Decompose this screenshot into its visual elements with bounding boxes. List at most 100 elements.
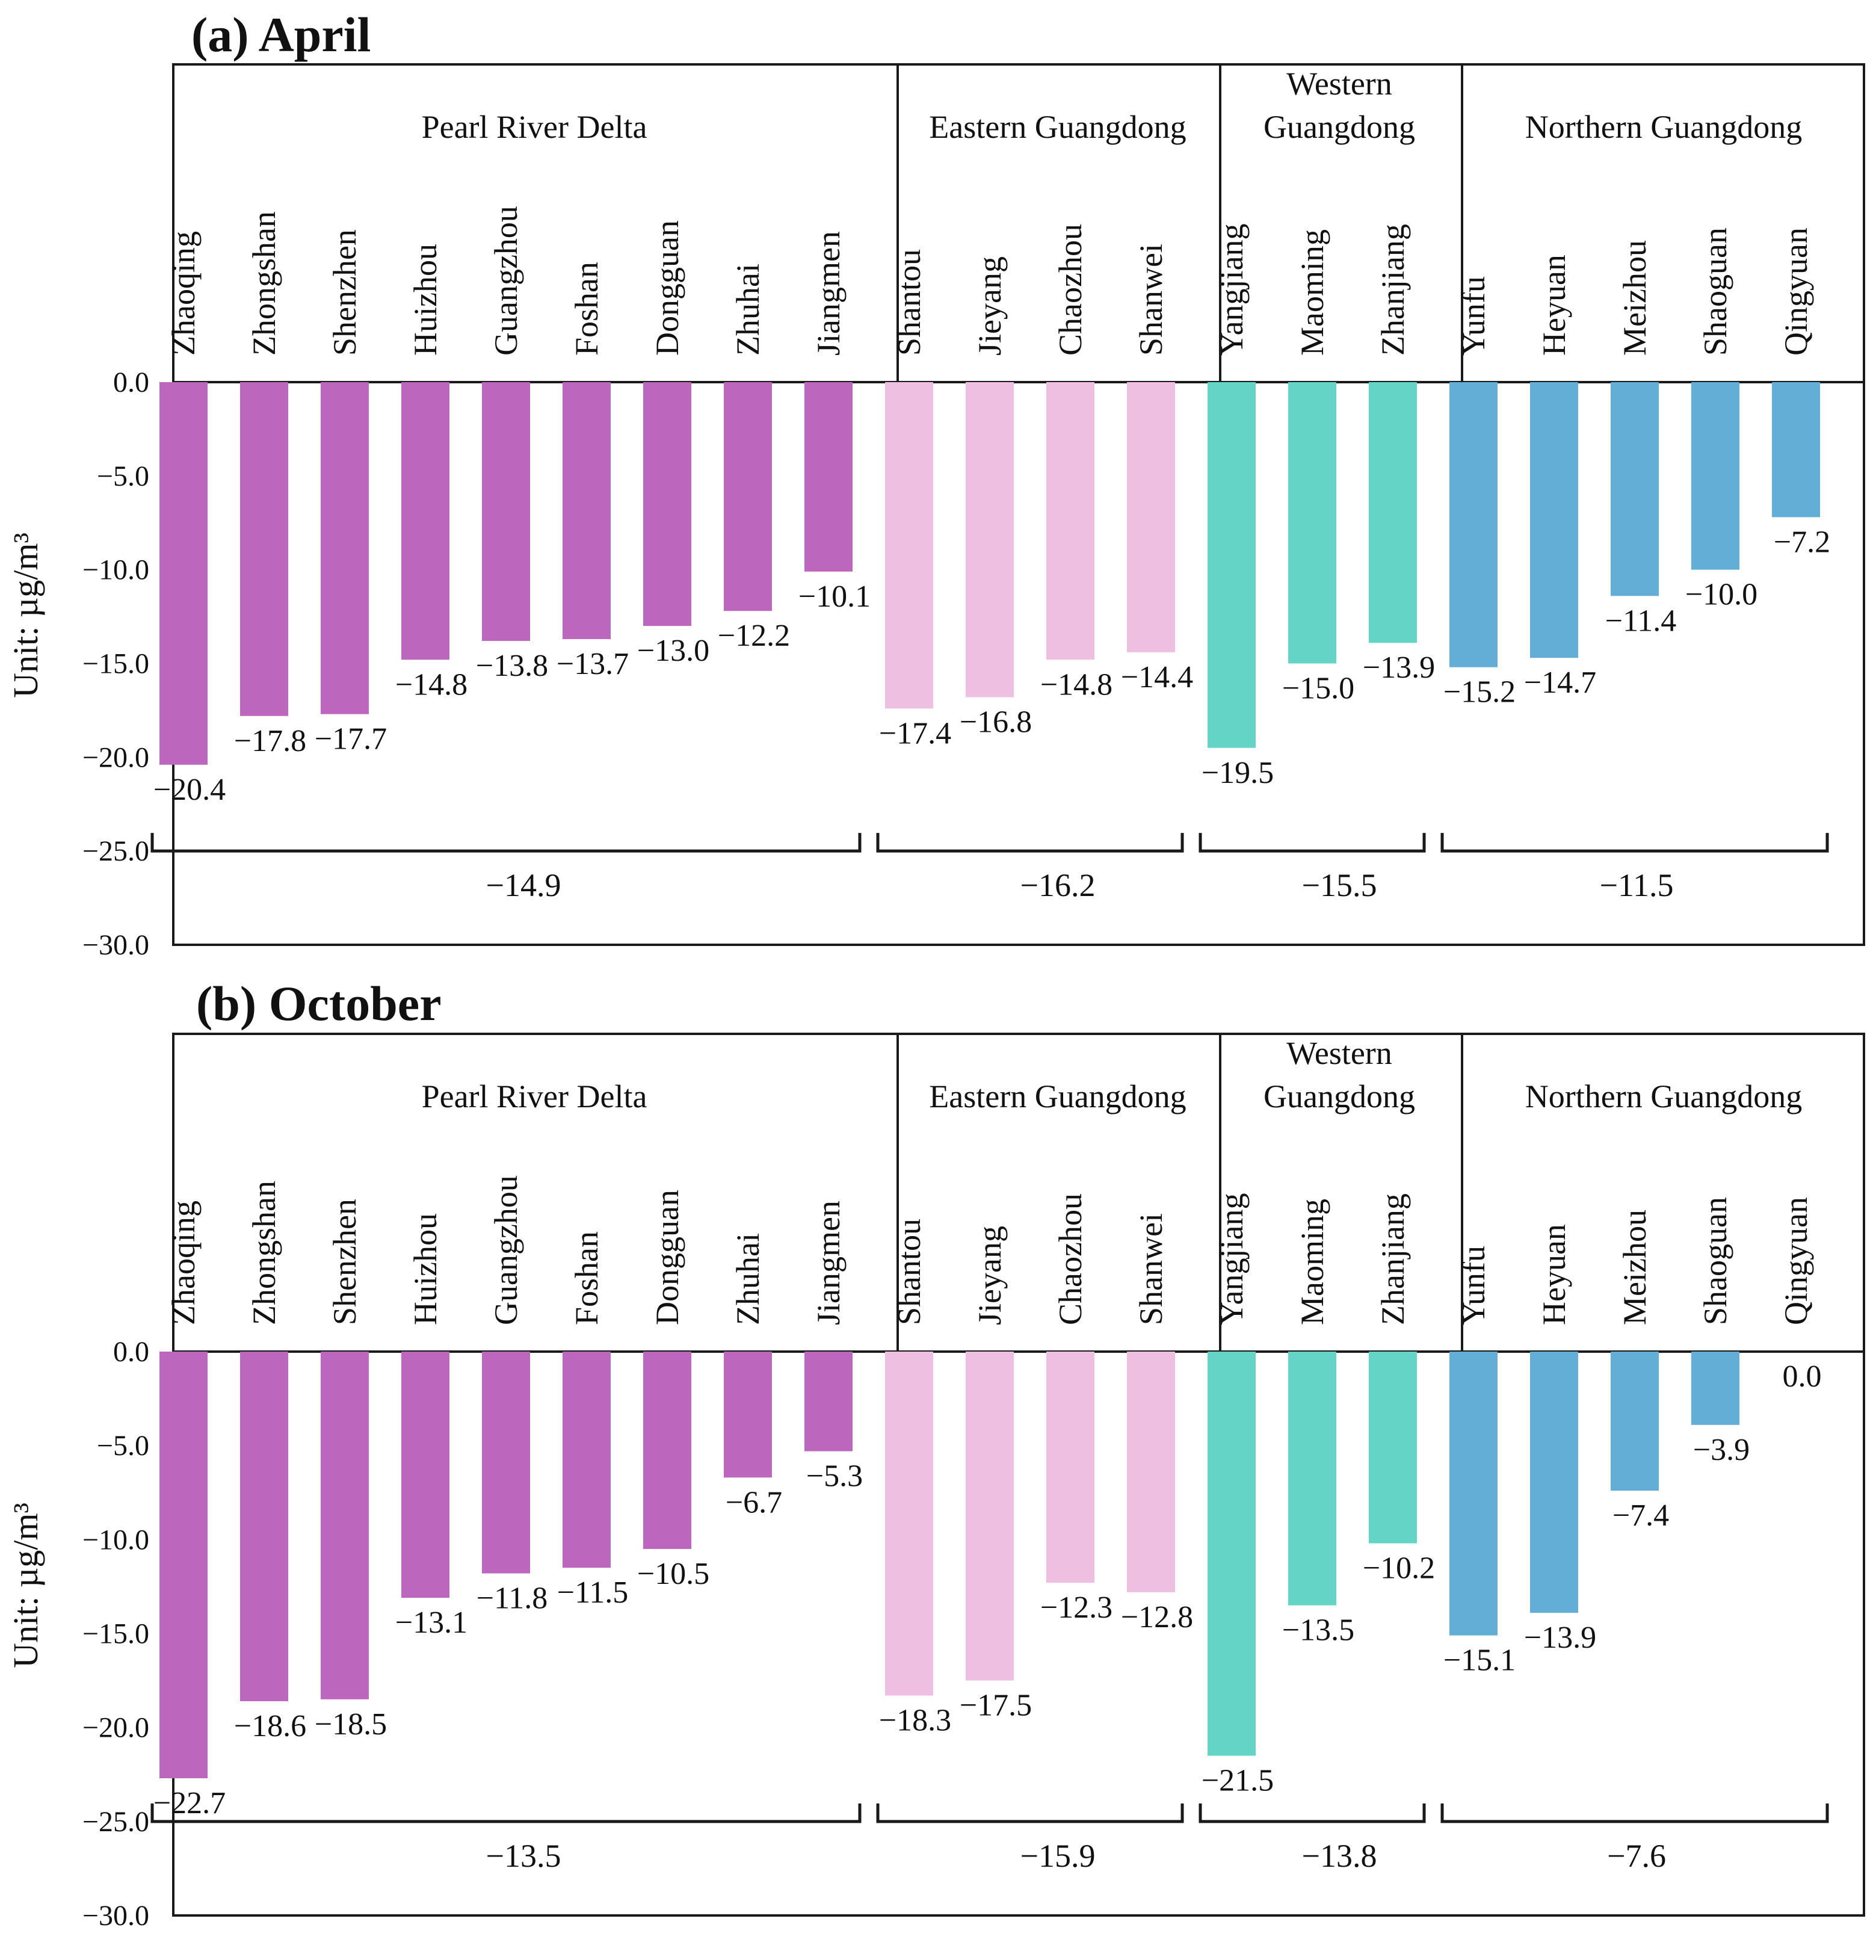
data-label: −10.0: [1685, 578, 1757, 612]
bar-jieyang: [966, 1352, 1014, 1681]
data-label: −13.1: [395, 1606, 467, 1640]
bar-yangjiang: [1208, 1352, 1256, 1756]
region-average-label: −13.8: [1302, 1838, 1377, 1874]
city-label: Qingyuan: [1778, 1197, 1814, 1325]
city-label: Jieyang: [972, 1226, 1008, 1325]
city-label: Yunfu: [1455, 1246, 1492, 1325]
data-label: −17.8: [234, 724, 306, 758]
region-header: Western: [1286, 66, 1392, 102]
bar-zhongshan: [240, 382, 288, 716]
bar-yunfu: [1449, 1352, 1498, 1636]
region-header: Guangdong: [1264, 1078, 1415, 1114]
bar-zhaoqing: [159, 1352, 208, 1778]
bar-chaozhou: [1046, 382, 1094, 660]
city-label: Meizhou: [1617, 1210, 1653, 1325]
bar-shantou: [885, 382, 933, 709]
y-tick-label: −20.0: [82, 741, 149, 773]
city-label: Zhanjiang: [1375, 224, 1411, 356]
data-label: −13.9: [1363, 651, 1435, 685]
bar-shantou: [885, 1352, 933, 1696]
bar-zhanjiang: [1369, 1352, 1417, 1544]
y-tick-label: −25.0: [82, 1806, 149, 1838]
region-average-label: −7.6: [1607, 1838, 1666, 1874]
city-label: Zhongshan: [246, 211, 282, 356]
y-tick-label: −20.0: [82, 1712, 149, 1744]
panel-title: (a) April: [191, 7, 371, 62]
city-label: Foshan: [569, 262, 605, 356]
region-average-bracket: [150, 1803, 862, 1823]
data-label: 0.0: [1783, 1359, 1822, 1394]
bar-dongguan: [643, 382, 691, 626]
bar-huizhou: [401, 1352, 449, 1598]
panel-april: (a) April 0.0 −5.0 −10.0 −15.0 −20.0 −25.0 −30.…: [6, 7, 1865, 961]
region-average-label: −14.9: [486, 867, 561, 903]
data-label: −16.8: [960, 705, 1032, 740]
bar-foshan: [563, 1352, 611, 1568]
city-label: Shanwei: [1133, 244, 1169, 356]
city-label: Huizhou: [407, 244, 443, 356]
region-header: Pearl River Delta: [422, 1078, 647, 1114]
city-label: Shantou: [891, 249, 927, 356]
region-header: Pearl River Delta: [422, 109, 647, 145]
city-label: Chaozhou: [1052, 1193, 1088, 1325]
y-tick-label: −30.0: [82, 929, 149, 961]
y-tick-label: −15.0: [82, 1618, 149, 1650]
data-label: −12.3: [1040, 1591, 1112, 1625]
city-label: Huizhou: [407, 1213, 443, 1325]
bar-maoming: [1288, 1352, 1336, 1606]
bar-meizhou: [1611, 1352, 1659, 1491]
region-average-bracket: [1199, 1803, 1426, 1823]
city-label: Dongguan: [649, 1190, 685, 1325]
data-label: −7.4: [1612, 1498, 1669, 1533]
city-label: Heyuan: [1536, 1224, 1572, 1325]
data-label: −11.5: [557, 1575, 628, 1610]
city-label: Foshan: [569, 1231, 605, 1325]
data-label: −13.5: [1282, 1613, 1354, 1648]
data-label: −13.0: [637, 634, 709, 668]
bar-zhuhai: [724, 1352, 772, 1478]
bar-zhongshan: [240, 1352, 288, 1701]
city-label: Jiangmen: [810, 1201, 847, 1325]
data-label: −6.7: [726, 1485, 782, 1519]
data-label: −10.1: [798, 580, 871, 614]
city-label: Qingyuan: [1778, 227, 1814, 356]
y-tick-label: −30.0: [82, 1900, 149, 1932]
bar-shenzhen: [321, 382, 369, 714]
city-label: Zhongshan: [246, 1181, 282, 1325]
city-label: Meizhou: [1617, 240, 1653, 356]
y-axis-label: Unit: µg/m³: [6, 1503, 45, 1668]
data-label: −18.3: [879, 1704, 951, 1738]
data-label: −15.1: [1443, 1643, 1516, 1678]
city-label: Shantou: [891, 1219, 927, 1325]
data-label: −15.0: [1282, 672, 1354, 706]
panel-title: (b) October: [196, 976, 442, 1031]
data-label: −17.5: [960, 1689, 1032, 1723]
bar-qingyuan: [1772, 382, 1820, 518]
city-label: Yangjiang: [1214, 1193, 1250, 1325]
region-header: Eastern Guangdong: [929, 109, 1186, 145]
city-label: Zhuhai: [730, 264, 766, 356]
data-label: −12.2: [718, 619, 790, 653]
bar-shaoguan: [1691, 1352, 1739, 1425]
city-label: Guangzhou: [488, 1175, 524, 1325]
bar-jieyang: [966, 382, 1014, 697]
region-average-bracket: [150, 833, 862, 853]
city-label: Zhanjiang: [1375, 1193, 1411, 1325]
city-label: Jieyang: [972, 256, 1008, 356]
data-label: −3.9: [1693, 1433, 1750, 1467]
data-label: −13.8: [476, 649, 548, 683]
y-tick-label: −5.0: [97, 460, 149, 492]
data-label: −18.5: [315, 1707, 387, 1742]
y-tick-label: −15.0: [82, 648, 149, 680]
bar-huizhou: [401, 382, 449, 660]
region-header: Guangdong: [1264, 109, 1415, 145]
data-label: −12.8: [1121, 1600, 1193, 1634]
city-label: Zhaoqing: [165, 231, 202, 356]
bar-chaozhou: [1046, 1352, 1094, 1583]
data-label: −5.3: [806, 1459, 863, 1494]
data-label: −13.7: [557, 647, 629, 681]
region-average-bracket: [876, 1803, 1184, 1823]
city-label: Yunfu: [1455, 276, 1492, 356]
panel-october: (b) October 0.0 −5.0 −10.0 −15.0 −20.0 −25.0 −3…: [6, 976, 1865, 1932]
bar-guangzhou: [482, 1352, 530, 1574]
